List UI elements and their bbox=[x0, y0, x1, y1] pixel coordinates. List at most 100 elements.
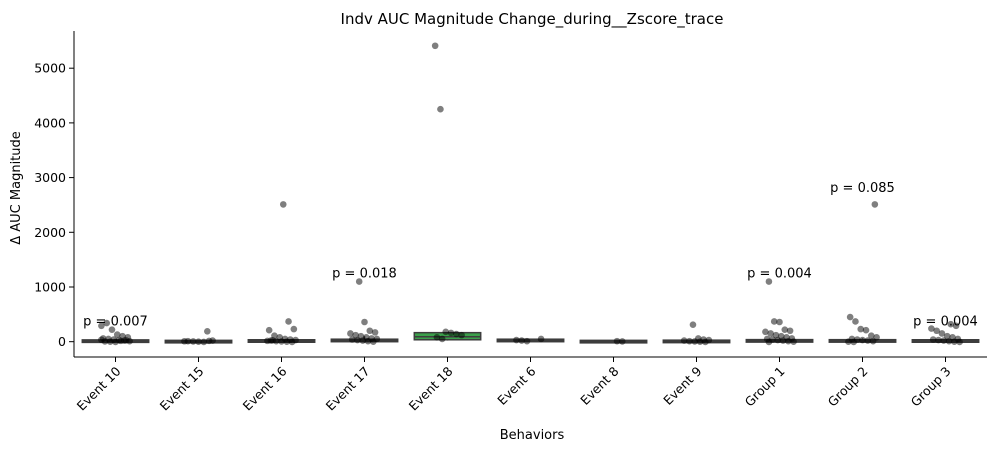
x-tick-label: Group 2 bbox=[825, 364, 871, 410]
data-point bbox=[940, 337, 948, 344]
plot-area: 0 1000 2000 3000 4000 5000 Event 10 Event 15 Eve… bbox=[34, 31, 987, 414]
p-value-annotation: p = 0.085 bbox=[830, 181, 895, 196]
data-point bbox=[686, 337, 693, 345]
data-point bbox=[205, 337, 213, 345]
y-tick-label: 0 bbox=[58, 334, 66, 349]
data-point bbox=[437, 105, 444, 113]
data-point bbox=[195, 338, 202, 345]
data-point bbox=[204, 327, 211, 335]
data-point bbox=[523, 337, 531, 345]
data-point bbox=[864, 337, 872, 344]
data-point bbox=[938, 330, 946, 337]
y-tick-label: 1000 bbox=[34, 279, 66, 294]
data-point bbox=[366, 327, 374, 335]
data-point bbox=[447, 329, 455, 337]
y-tick-label: 5000 bbox=[34, 61, 66, 76]
x-tick-label: Event 6 bbox=[494, 363, 538, 407]
data-point bbox=[117, 337, 125, 345]
data-point bbox=[112, 338, 119, 346]
x-tick-label: Event 17 bbox=[323, 364, 373, 414]
data-point bbox=[933, 327, 940, 335]
data-point bbox=[862, 326, 870, 334]
data-point bbox=[951, 338, 958, 345]
data-point bbox=[265, 326, 273, 334]
data-point bbox=[438, 335, 446, 343]
data-point bbox=[929, 336, 937, 343]
data-point bbox=[765, 278, 773, 285]
data-point bbox=[458, 331, 465, 339]
data-point bbox=[370, 338, 377, 345]
x-tick-label: Event 8 bbox=[577, 363, 621, 407]
data-point bbox=[279, 201, 287, 208]
data-point bbox=[790, 338, 797, 345]
data-point bbox=[779, 337, 787, 344]
data-point bbox=[770, 318, 778, 325]
y-tick-label: 3000 bbox=[34, 170, 66, 185]
data-point bbox=[288, 338, 296, 346]
data-point bbox=[928, 325, 935, 332]
data-point bbox=[513, 336, 520, 344]
data-point bbox=[278, 338, 285, 345]
data-point bbox=[122, 337, 130, 344]
data-point bbox=[269, 337, 276, 344]
y-axis-label: Δ AUC Magnitude bbox=[9, 131, 24, 245]
data-point bbox=[431, 42, 439, 50]
data-point bbox=[453, 330, 460, 338]
y-tick-label: 2000 bbox=[34, 225, 66, 240]
data-point bbox=[947, 320, 955, 328]
data-point bbox=[371, 329, 379, 336]
p-value-annotation: p = 0.007 bbox=[83, 314, 148, 329]
x-axis-label: Behaviors bbox=[500, 428, 565, 443]
data-point bbox=[290, 325, 298, 333]
data-point bbox=[359, 337, 367, 344]
data-point bbox=[859, 336, 866, 344]
data-point bbox=[285, 318, 292, 325]
data-point bbox=[765, 338, 773, 346]
y-tick-label: 4000 bbox=[34, 115, 66, 130]
data-point bbox=[98, 336, 105, 344]
data-point bbox=[619, 338, 626, 345]
data-point bbox=[945, 337, 953, 345]
x-tick-label: Group 3 bbox=[908, 364, 954, 410]
data-point bbox=[702, 338, 709, 346]
data-point bbox=[106, 338, 114, 345]
data-point bbox=[348, 336, 356, 343]
data-point bbox=[264, 337, 271, 345]
x-tick-label: Event 10 bbox=[74, 363, 124, 413]
data-point bbox=[680, 337, 688, 344]
data-point bbox=[935, 336, 942, 344]
data-point bbox=[952, 322, 960, 330]
data-point bbox=[108, 326, 116, 333]
data-point bbox=[613, 337, 621, 345]
data-point bbox=[103, 319, 110, 327]
data-point bbox=[781, 326, 789, 333]
data-point bbox=[355, 278, 363, 285]
data-point bbox=[696, 338, 704, 345]
data-point bbox=[361, 318, 368, 326]
data-point bbox=[113, 331, 121, 338]
data-point bbox=[767, 330, 774, 337]
data-point bbox=[691, 338, 699, 345]
data-point bbox=[846, 313, 854, 321]
data-point bbox=[776, 318, 783, 326]
data-point bbox=[850, 338, 857, 346]
data-point bbox=[537, 335, 545, 343]
data-point bbox=[956, 338, 963, 346]
data-point bbox=[852, 318, 859, 325]
data-point bbox=[786, 327, 794, 335]
data-point bbox=[283, 338, 291, 345]
data-point bbox=[871, 201, 879, 208]
x-tick-label: Event 16 bbox=[240, 363, 290, 413]
x-tick-label: Event 18 bbox=[406, 363, 456, 413]
p-value-annotation: p = 0.004 bbox=[913, 314, 978, 329]
data-point bbox=[442, 328, 450, 336]
chart-title: Indv AUC Magnitude Change_during__Zscore… bbox=[341, 10, 724, 29]
data-point bbox=[785, 337, 792, 345]
data-point bbox=[689, 321, 697, 329]
data-point bbox=[98, 322, 105, 330]
p-value-annotation: p = 0.004 bbox=[747, 267, 812, 282]
x-tick-label: Event 15 bbox=[157, 364, 207, 414]
data-point bbox=[845, 338, 852, 345]
data-point bbox=[774, 336, 782, 344]
